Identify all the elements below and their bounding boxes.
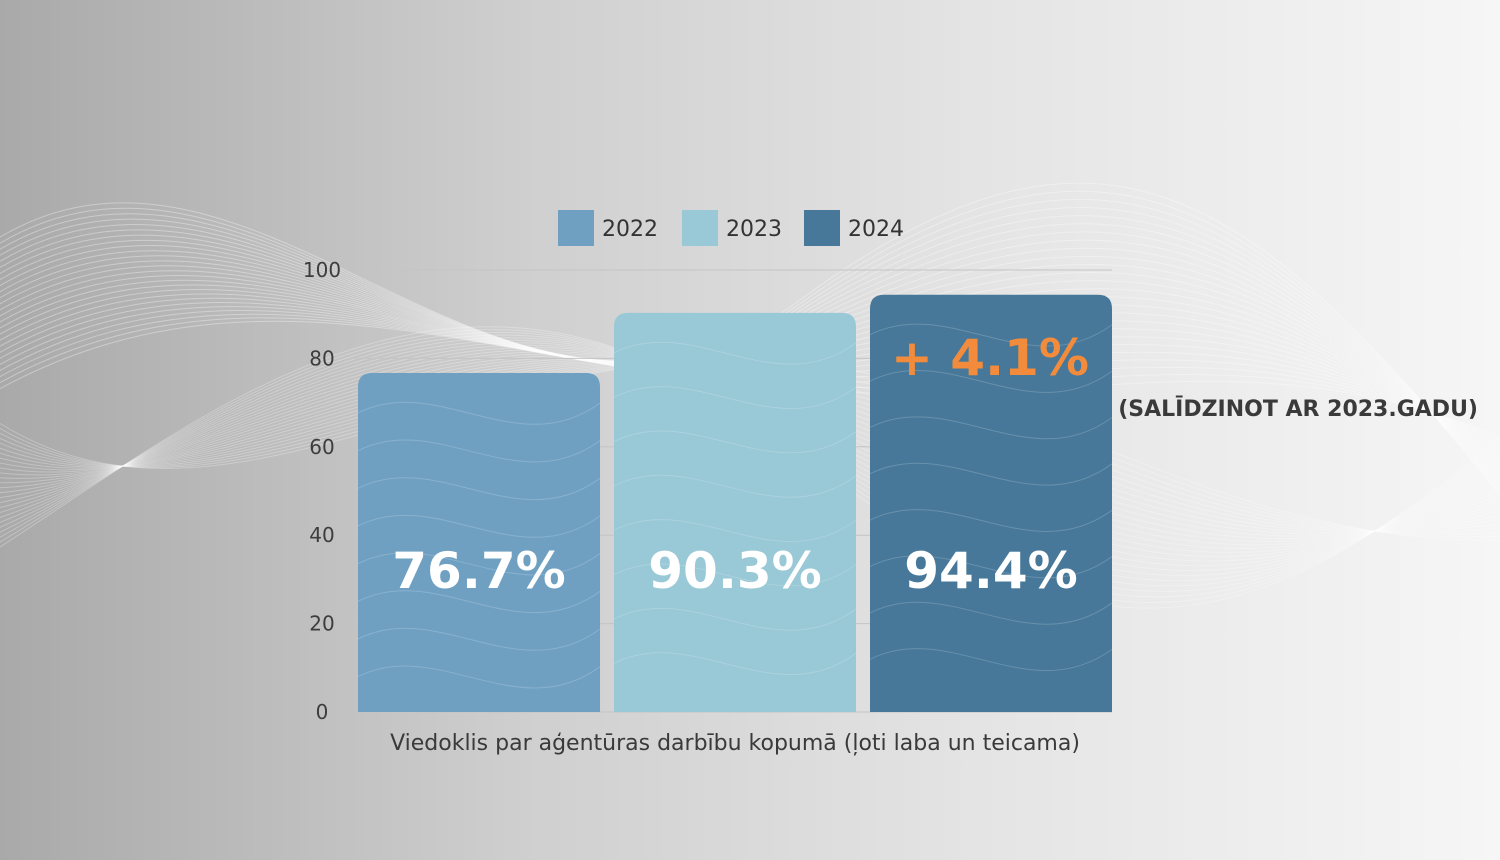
bar-texture-line [613, 652, 857, 676]
bar-texture-line [357, 439, 601, 463]
legend-swatch-2022 [558, 210, 594, 246]
bar-texture-line [613, 474, 857, 498]
legend-label-2024: 2024 [848, 217, 904, 242]
y-tick-label: 20 [309, 612, 334, 636]
y-tick-label: 60 [309, 435, 334, 459]
y-tick-label: 100 [303, 258, 341, 282]
bar-value-label-2024: 94.4% [904, 542, 1077, 600]
bar-texture-line [613, 519, 857, 543]
comparison-note: (SALĪDZINOT AR 2023.GADU) [1118, 396, 1478, 422]
x-axis-label: Viedoklis par aģentūras darbību kopumā (… [390, 731, 1080, 756]
legend-swatch-2023 [682, 210, 718, 246]
bar-texture-line [869, 323, 1113, 347]
bar-texture-line [869, 555, 1113, 579]
bar-texture-line [613, 386, 857, 409]
bar-value-label-2023: 90.3% [648, 542, 821, 600]
bar-texture-line [869, 370, 1113, 393]
legend-label-2022: 2022 [602, 217, 658, 242]
bar-texture-line [869, 601, 1113, 625]
bar-value-label-2022: 76.7% [392, 542, 565, 600]
legend-label-2023: 2023 [726, 217, 782, 242]
bar-texture-line [869, 462, 1113, 486]
bar-texture-line [869, 509, 1113, 532]
change-annotation: + 4.1% [891, 329, 1089, 387]
y-tick-label: 0 [316, 700, 329, 724]
bar-texture-line [357, 628, 601, 651]
bar-texture-line [357, 402, 601, 425]
bar-texture-line [869, 416, 1113, 440]
y-axis-ticks: 0 20 40 60 80 100 [303, 258, 341, 724]
y-tick-label: 40 [309, 523, 334, 547]
bar-2024 [870, 294, 1112, 712]
bar-texture-line [613, 341, 857, 365]
bar-texture-line [869, 648, 1113, 672]
bar-texture-line [357, 665, 601, 689]
legend-swatch-2024 [804, 210, 840, 246]
bar-texture-line [357, 552, 601, 576]
bar-2022 [358, 372, 600, 712]
bar-texture-line [357, 477, 601, 501]
bar-texture-line [613, 607, 857, 631]
bar-texture-line [357, 590, 601, 614]
bar-texture-line [357, 515, 601, 538]
bar-texture-line [613, 430, 857, 454]
bar-texture-line [613, 563, 857, 587]
legend: 2022 2023 2024 [558, 210, 904, 246]
bar-2023 [614, 312, 856, 712]
bars: 76.7% 90.3% 94.4% [357, 294, 1113, 712]
y-tick-label: 80 [309, 346, 334, 370]
